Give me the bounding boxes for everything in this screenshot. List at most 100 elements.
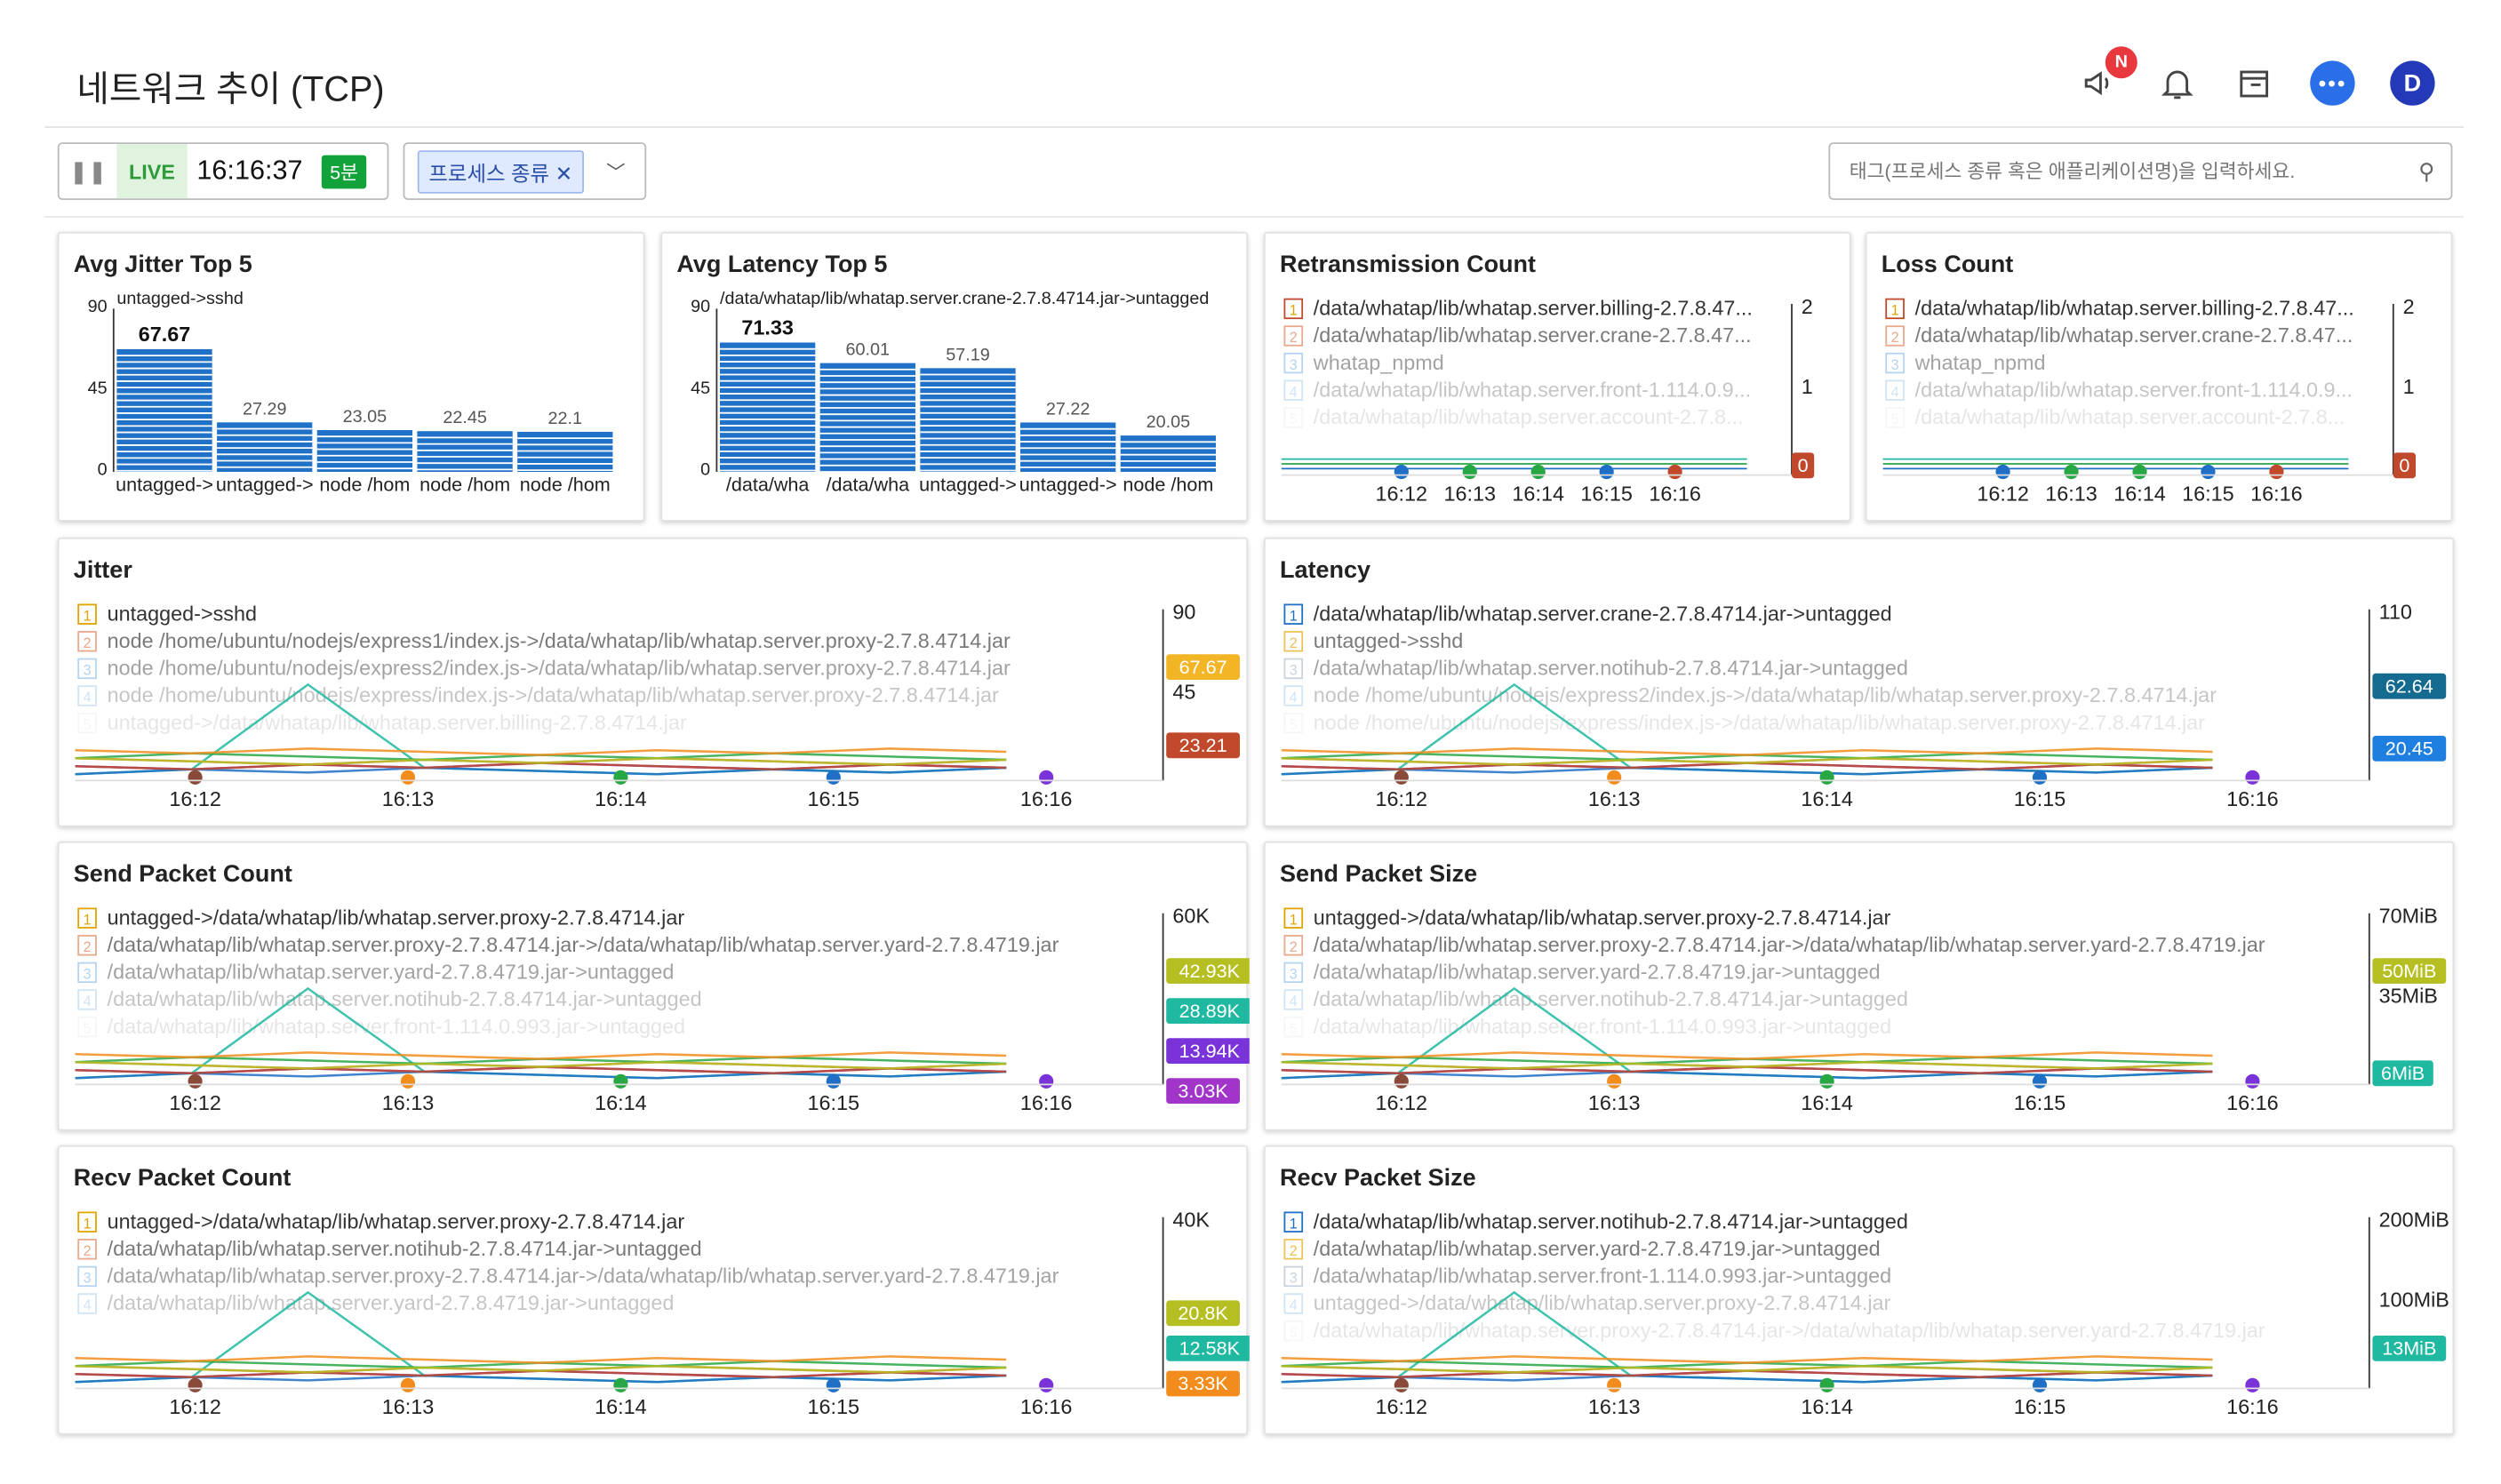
legend-index: 1	[84, 1216, 92, 1232]
series-marker	[1394, 464, 1409, 480]
megaphone-icon[interactable]: N	[2080, 46, 2137, 104]
value-tag-bg	[1166, 1370, 1240, 1397]
value-tag-label: 12.58K	[1179, 1337, 1241, 1360]
panel-latency[interactable]: Latency 1/data/whatap/lib/whatap.server.c…	[1264, 537, 2455, 827]
pause-icon[interactable]: ❚❚	[68, 157, 108, 184]
legend-label: /data/whatap/lib/whatap.server.yard-2.7.…	[108, 1291, 675, 1314]
value-tag-bg	[2372, 958, 2447, 984]
x-tick-label: /data/wha	[827, 474, 910, 496]
chat-icon[interactable]: •••	[2310, 60, 2355, 106]
legend-box	[1885, 379, 1905, 401]
legend-index: 3	[84, 1271, 92, 1287]
legend-index: 5	[1891, 411, 1899, 427]
series-marker	[1039, 1377, 1054, 1392]
y-tick-label: 0	[700, 460, 710, 480]
series-marker	[1039, 770, 1054, 785]
value-tag-bg	[2372, 1060, 2433, 1087]
panel-recv-count[interactable]: Recv Packet Count 1 untagged->/data/whatap…	[57, 1145, 1250, 1435]
value-tag-bg	[2393, 452, 2416, 479]
legend-item: 4 node /home/ubuntu/nodejs/express2/index…	[1283, 683, 2217, 706]
legend-label: untagged->/data/whatap/lib/whatap.server…	[108, 711, 687, 734]
series-line	[1281, 747, 2213, 756]
legend-index: 1	[1290, 912, 1298, 928]
y-tick-label: 90	[88, 297, 108, 316]
legend-index: 4	[1290, 1297, 1298, 1313]
series-marker	[613, 770, 628, 785]
series-marker	[1394, 1073, 1409, 1089]
value-tag-label: 20.45	[2385, 738, 2433, 760]
toolbar: ❚❚ LIVE 16:16:37 5분 프로세스 종류 ✕ ﹀ ⚲	[44, 128, 2465, 218]
bell-icon[interactable]	[2156, 62, 2198, 104]
panel-send-size[interactable]: Send Packet Size 1 untagged->/data/whatap/…	[1264, 841, 2455, 1131]
legend-index: 2	[84, 1243, 92, 1259]
legend-box	[1283, 298, 1304, 320]
value-tag: 13MiB	[2372, 1336, 2447, 1361]
panel-jitter[interactable]: Jitter 1 untagged->sshd 2 node /home/ubuntu/…	[57, 537, 1248, 827]
close-icon[interactable]: ✕	[555, 160, 573, 185]
bar-value-label: 27.22	[1046, 399, 1091, 419]
legend-label: whatap_npmd	[1313, 351, 1444, 374]
legend-item: 4 node /home/ubuntu/nodejs/express/index.…	[77, 683, 999, 706]
y-tick-label: 2	[2403, 295, 2415, 318]
panel-loss[interactable]: Loss Count 1/data/whatap/lib/whatap.serve…	[1865, 232, 2453, 522]
bar-rect	[819, 363, 915, 472]
process-filter[interactable]: 프로세스 종류 ✕ ﹀	[403, 142, 647, 200]
series-line	[75, 766, 1007, 776]
panel-avg-latency[interactable]: Avg Latency Top 5 90 45 0/data/whatap/lib/w…	[660, 232, 1248, 522]
x-tick-label: 16:16	[2226, 787, 2279, 810]
series-line	[75, 756, 1007, 766]
bar-rect	[1120, 435, 1216, 472]
value-tag: 3.03K	[1166, 1078, 1240, 1104]
legend-box	[77, 1293, 97, 1314]
value-tag-bg	[1792, 452, 1815, 479]
legend-index: 3	[84, 663, 92, 679]
x-tick-label: node /hom	[319, 474, 410, 496]
panel-avg-jitter[interactable]: Avg Jitter Top 5 90 45 0 untagged->sshd 67.67…	[57, 232, 645, 522]
legend-box	[77, 658, 97, 680]
legend-label: node /home/ubuntu/nodejs/express2/index.…	[108, 657, 1011, 680]
legend-label: whatap_npmd	[1914, 351, 2046, 374]
legend-label: untagged->sshd	[1314, 629, 1463, 652]
series-line	[1281, 1060, 2213, 1070]
legend-item: 1/data/whatap/lib/whatap.server.billing-…	[1885, 297, 2354, 320]
series-marker	[1819, 1073, 1834, 1089]
bar-value-label: 20.05	[1147, 412, 1191, 432]
x-tick-label: 16:14	[595, 787, 647, 810]
y-tick-label: 2	[1802, 295, 1813, 318]
legend-index: 4	[84, 1297, 92, 1313]
panel-title: Send Packet Size	[1280, 860, 1478, 888]
panel-recv-size[interactable]: Recv Packet Size 1/data/whatap/lib/whatap…	[1264, 1145, 2455, 1435]
legend-item: 3 whatap_npmd	[1885, 351, 2046, 374]
value-tag-label: 28.89K	[1179, 1000, 1241, 1022]
panel-send-count[interactable]: Send Packet Count 1 untagged->/data/whatap…	[57, 841, 1250, 1131]
legend-label: node /home/ubuntu/nodejs/express/index.j…	[108, 683, 999, 706]
chevron-down-icon[interactable]: ﹀	[606, 160, 626, 184]
panel-title: Recv Packet Count	[73, 1164, 292, 1192]
x-tick-label: 16:13	[382, 1091, 435, 1114]
x-tick-label: 16:15	[808, 787, 860, 810]
live-indicator[interactable]: LIVE	[116, 144, 188, 199]
search-input[interactable]	[1849, 160, 2419, 183]
time-range-button[interactable]: 5분	[322, 154, 367, 188]
value-tag: 20.45	[2372, 736, 2447, 762]
legend-label: /data/whatap/lib/whatap.server.notihub-2…	[1314, 657, 1908, 680]
value-tag-label: 50MiB	[2382, 960, 2436, 982]
series-marker	[1607, 1073, 1622, 1089]
legend-index: 2	[1290, 330, 1298, 346]
avatar[interactable]: D	[2390, 60, 2435, 106]
series-marker	[2245, 770, 2260, 785]
panel-retrans[interactable]: Retransmission Count 1/data/whatap/lib/wh…	[1264, 232, 1851, 522]
value-tag-label: 3.03K	[1178, 1080, 1228, 1102]
legend-index: 4	[84, 690, 92, 706]
search-icon[interactable]: ⚲	[2418, 157, 2435, 184]
legend-box	[1283, 325, 1304, 347]
series-marker	[1599, 464, 1614, 480]
legend-item: 1 untagged->sshd	[77, 602, 257, 625]
legend-item: 4/data/whatap/lib/whatap.server.notihub-…	[1283, 987, 1908, 1010]
series-line	[75, 1070, 1007, 1080]
series-marker	[2245, 1377, 2260, 1392]
legend-label: /data/whatap/lib/whatap.server.billing-2…	[1915, 297, 2354, 320]
legend-label: node /home/ubuntu/nodejs/express/index.j…	[1314, 711, 2205, 734]
filter-chip[interactable]: 프로세스 종류 ✕	[417, 149, 584, 193]
calendar-icon[interactable]	[2233, 62, 2275, 104]
